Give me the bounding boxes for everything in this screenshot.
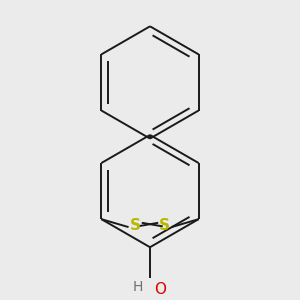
Text: H: H <box>132 280 143 294</box>
Text: S: S <box>130 218 141 233</box>
Text: S: S <box>159 218 170 233</box>
Text: O: O <box>154 282 166 297</box>
